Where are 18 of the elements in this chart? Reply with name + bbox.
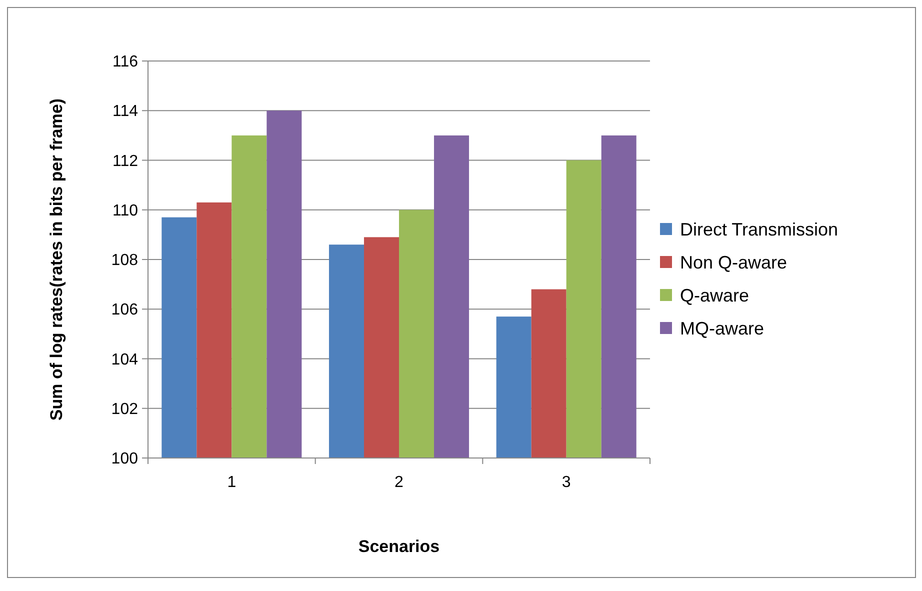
y-tick-label: 106 <box>111 302 138 319</box>
x-tick-label: 3 <box>562 474 571 491</box>
y-tick-label: 112 <box>112 152 138 170</box>
legend-label: Direct Transmission <box>680 219 838 240</box>
y-tick-label: 116 <box>112 54 138 71</box>
legend-label: Q-aware <box>680 285 750 306</box>
y-axis-title: Sum of log rates(rates in bits per frame) <box>47 98 66 421</box>
x-tick-label: 1 <box>227 474 236 491</box>
y-tick-label: 100 <box>111 450 138 468</box>
y-tick-label: 102 <box>111 400 138 418</box>
y-tick-label: 114 <box>112 103 138 120</box>
legend-label: Non Q-aware <box>680 252 788 272</box>
x-axis-title: Scenarios <box>358 537 440 556</box>
x-tick-label: 2 <box>394 474 404 491</box>
y-tick-label: 110 <box>112 202 138 220</box>
y-tick-label: 108 <box>111 252 138 270</box>
legend-label: MQ-aware <box>680 318 764 338</box>
y-tick-label: 104 <box>111 351 138 368</box>
